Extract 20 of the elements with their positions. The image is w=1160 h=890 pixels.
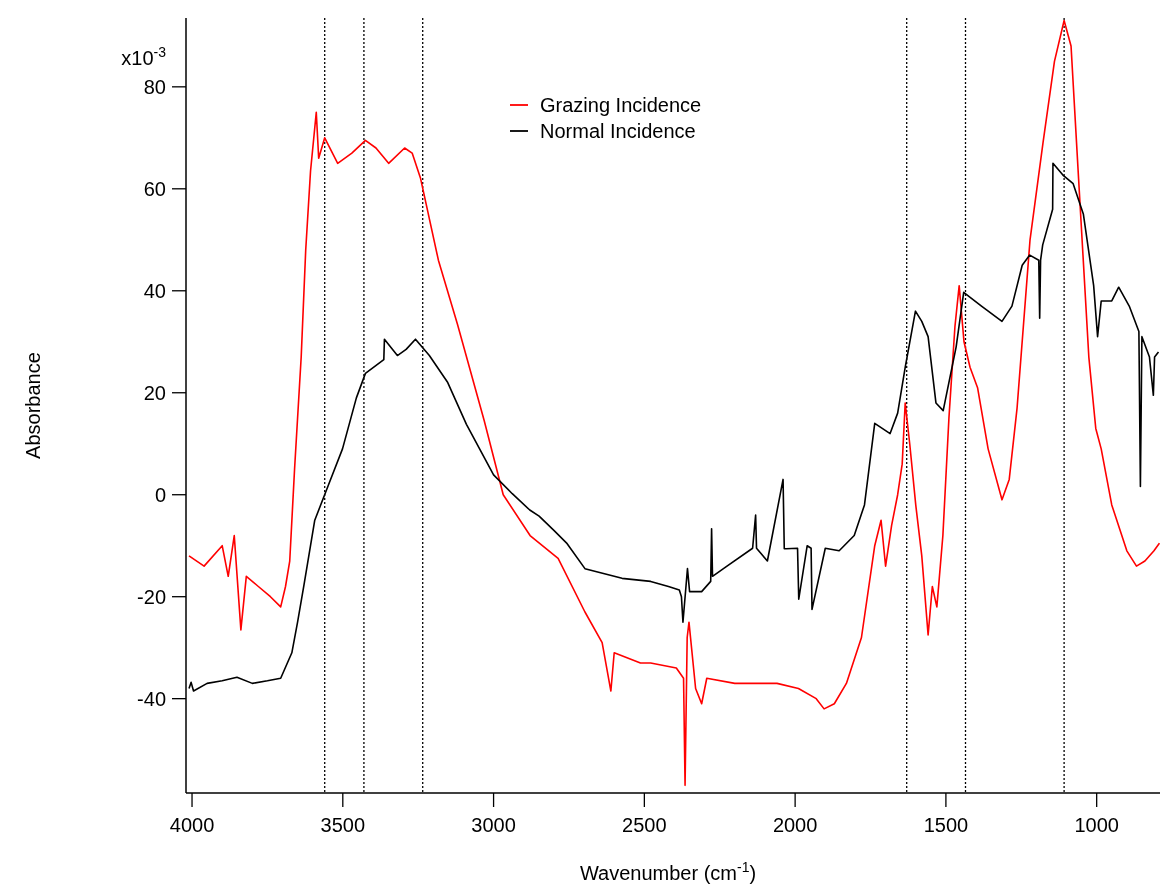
y-tick-label: 80 [143,75,166,98]
y-tick-label: -20 [137,585,166,608]
y-tick-label: 20 [143,381,166,404]
x-tick-label: 3500 [320,814,366,836]
y-tick-label: -40 [137,687,166,710]
y-tick-label: 0 [154,483,166,506]
x-tick-label: 2000 [772,814,818,836]
x-tick-label: 3000 [471,814,516,836]
x-tick-label: 4000 [169,814,215,836]
x-tick-label: 1500 [923,814,969,836]
x-tick-label: 1000 [1074,814,1119,836]
y-axis-title: Absorbance [22,352,44,459]
y-tick-label: 60 [143,177,166,200]
line-series [188,19,1160,787]
x-tick-label: 2500 [622,814,667,836]
x-axis-title: Wavenumber (cm$^{-1}$) [579,859,757,884]
text: x10$^{-3}$ [121,43,167,69]
legend-label: Grazing Incidence [540,94,702,116]
legend-label: Normal Incidence [540,120,696,142]
y-tick-label: 40 [143,279,166,302]
